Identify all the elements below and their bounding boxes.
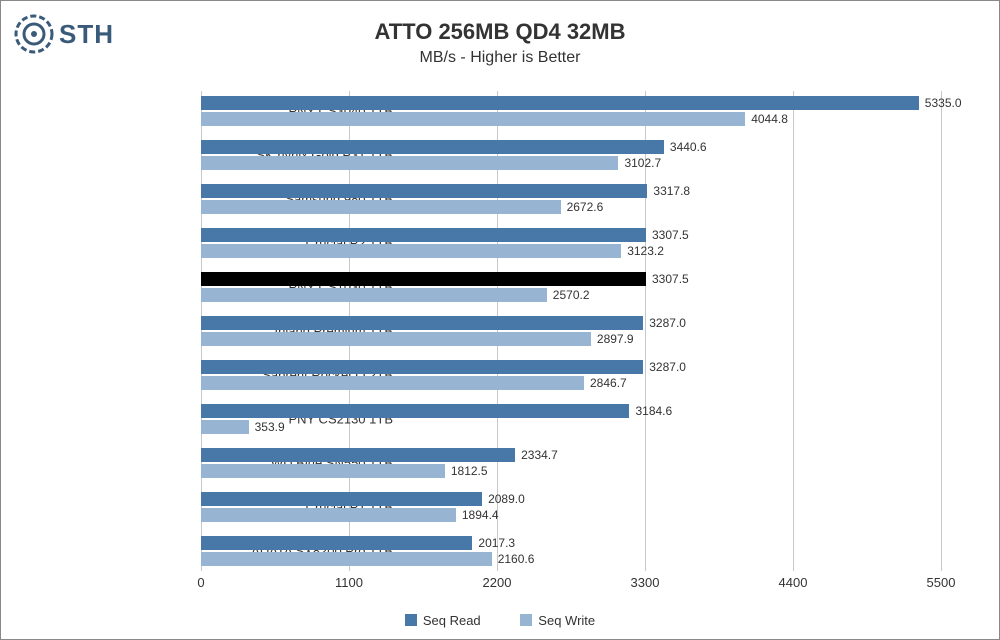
bar-seq-read	[201, 272, 646, 286]
logo: STH	[13, 13, 114, 55]
bar-label-write: 2672.6	[567, 200, 604, 214]
bar-seq-read	[201, 184, 647, 198]
bar-label-write: 1812.5	[451, 464, 488, 478]
bar-seq-read	[201, 536, 472, 550]
bar-seq-write	[201, 420, 249, 434]
chart-title: ATTO 256MB QD4 32MB	[1, 1, 999, 45]
bar-label-read: 3287.0	[649, 316, 686, 330]
bar-seq-write	[201, 156, 618, 170]
bar-label-read: 2017.3	[478, 536, 515, 550]
bar-seq-write	[201, 464, 445, 478]
bar-seq-write	[201, 244, 621, 258]
bar-seq-read	[201, 448, 515, 462]
logo-icon	[13, 13, 55, 55]
legend-label-write: Seq Write	[538, 613, 595, 628]
bar-seq-read	[201, 228, 646, 242]
bar-label-write: 3102.7	[624, 156, 661, 170]
bar-label-write: 2846.7	[590, 376, 627, 390]
x-tick-label: 2200	[483, 575, 512, 590]
x-tick-label: 5500	[927, 575, 956, 590]
grid-line	[793, 91, 794, 571]
bar-label-read: 3307.5	[652, 228, 689, 242]
bar-seq-write	[201, 332, 591, 346]
bar-label-read: 3307.5	[652, 272, 689, 286]
bar-seq-write	[201, 112, 745, 126]
chart-subtitle: MB/s - Higher is Better	[1, 45, 999, 67]
legend-item-read: Seq Read	[405, 613, 481, 628]
x-tick-label: 1100	[335, 575, 363, 590]
bar-label-write: 2570.2	[553, 288, 590, 302]
x-tick-label: 0	[197, 575, 204, 590]
bar-label-read: 3184.6	[635, 404, 672, 418]
plot-area: 011002200330044005500PNY CS3040 1TB5335.…	[201, 91, 941, 571]
bar-seq-read	[201, 316, 643, 330]
legend-swatch-read	[405, 614, 417, 626]
bar-seq-write	[201, 552, 492, 566]
bar-label-read: 5335.0	[925, 96, 962, 110]
grid-line	[941, 91, 942, 571]
bar-seq-read	[201, 96, 919, 110]
chart-container: STH ATTO 256MB QD4 32MB MB/s - Higher is…	[0, 0, 1000, 640]
legend-swatch-write	[520, 614, 532, 626]
bar-seq-write	[201, 288, 547, 302]
bar-label-write: 2160.6	[498, 552, 535, 566]
logo-text: STH	[59, 19, 114, 50]
bar-label-read: 3317.8	[653, 184, 690, 198]
legend-item-write: Seq Write	[520, 613, 595, 628]
bar-seq-read	[201, 140, 664, 154]
bar-seq-read	[201, 492, 482, 506]
bar-seq-read	[201, 404, 629, 418]
x-tick-label: 3300	[631, 575, 660, 590]
bar-label-read: 2334.7	[521, 448, 558, 462]
bar-seq-write	[201, 376, 584, 390]
bar-label-write: 1894.4	[462, 508, 499, 522]
bar-label-write: 3123.2	[627, 244, 664, 258]
x-tick-label: 4400	[779, 575, 808, 590]
bar-label-read: 2089.0	[488, 492, 525, 506]
bar-label-read: 3287.0	[649, 360, 686, 374]
bar-label-read: 3440.6	[670, 140, 707, 154]
bar-label-write: 2897.9	[597, 332, 634, 346]
bar-seq-write	[201, 508, 456, 522]
legend: Seq Read Seq Write	[1, 613, 999, 630]
bar-seq-write	[201, 200, 561, 214]
bar-label-write: 353.9	[255, 420, 285, 434]
bar-label-write: 4044.8	[751, 112, 788, 126]
bar-seq-read	[201, 360, 643, 374]
legend-label-read: Seq Read	[423, 613, 481, 628]
